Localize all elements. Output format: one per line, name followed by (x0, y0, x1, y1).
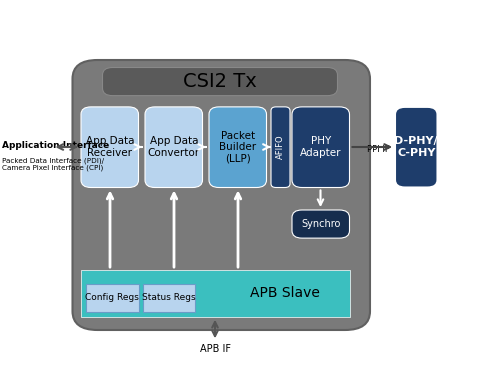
Text: Application Interface: Application Interface (2, 141, 110, 150)
Text: Status Regs: Status Regs (142, 293, 196, 302)
FancyBboxPatch shape (395, 107, 438, 188)
Text: Packed Data Interface (PDI)/
Camera Pixel Interface (CPI): Packed Data Interface (PDI)/ Camera Pixe… (2, 157, 104, 171)
FancyBboxPatch shape (292, 107, 350, 188)
FancyBboxPatch shape (81, 107, 138, 188)
Text: Packet
Builder
(LLP): Packet Builder (LLP) (219, 130, 256, 164)
Text: PHY
Adapter: PHY Adapter (300, 136, 342, 158)
Text: APB IF: APB IF (200, 344, 230, 354)
Bar (86, 284, 139, 312)
FancyBboxPatch shape (209, 107, 266, 188)
FancyBboxPatch shape (145, 107, 203, 188)
Text: PPI IF: PPI IF (367, 146, 390, 154)
Text: AFIFO: AFIFO (276, 135, 285, 159)
Bar (142, 284, 195, 312)
Text: D-PHY/
C-PHY: D-PHY/ C-PHY (394, 136, 438, 158)
Text: APB Slave: APB Slave (250, 286, 320, 300)
Text: Synchro: Synchro (301, 219, 341, 229)
Text: App Data
Convertor: App Data Convertor (148, 136, 200, 158)
FancyBboxPatch shape (292, 210, 350, 238)
FancyBboxPatch shape (102, 68, 338, 96)
Text: App Data
Receiver: App Data Receiver (86, 136, 134, 158)
Text: Config Regs: Config Regs (86, 293, 139, 302)
Bar (81, 270, 349, 317)
FancyBboxPatch shape (72, 60, 370, 330)
FancyBboxPatch shape (271, 107, 290, 188)
Text: CSI2 Tx: CSI2 Tx (183, 72, 257, 91)
